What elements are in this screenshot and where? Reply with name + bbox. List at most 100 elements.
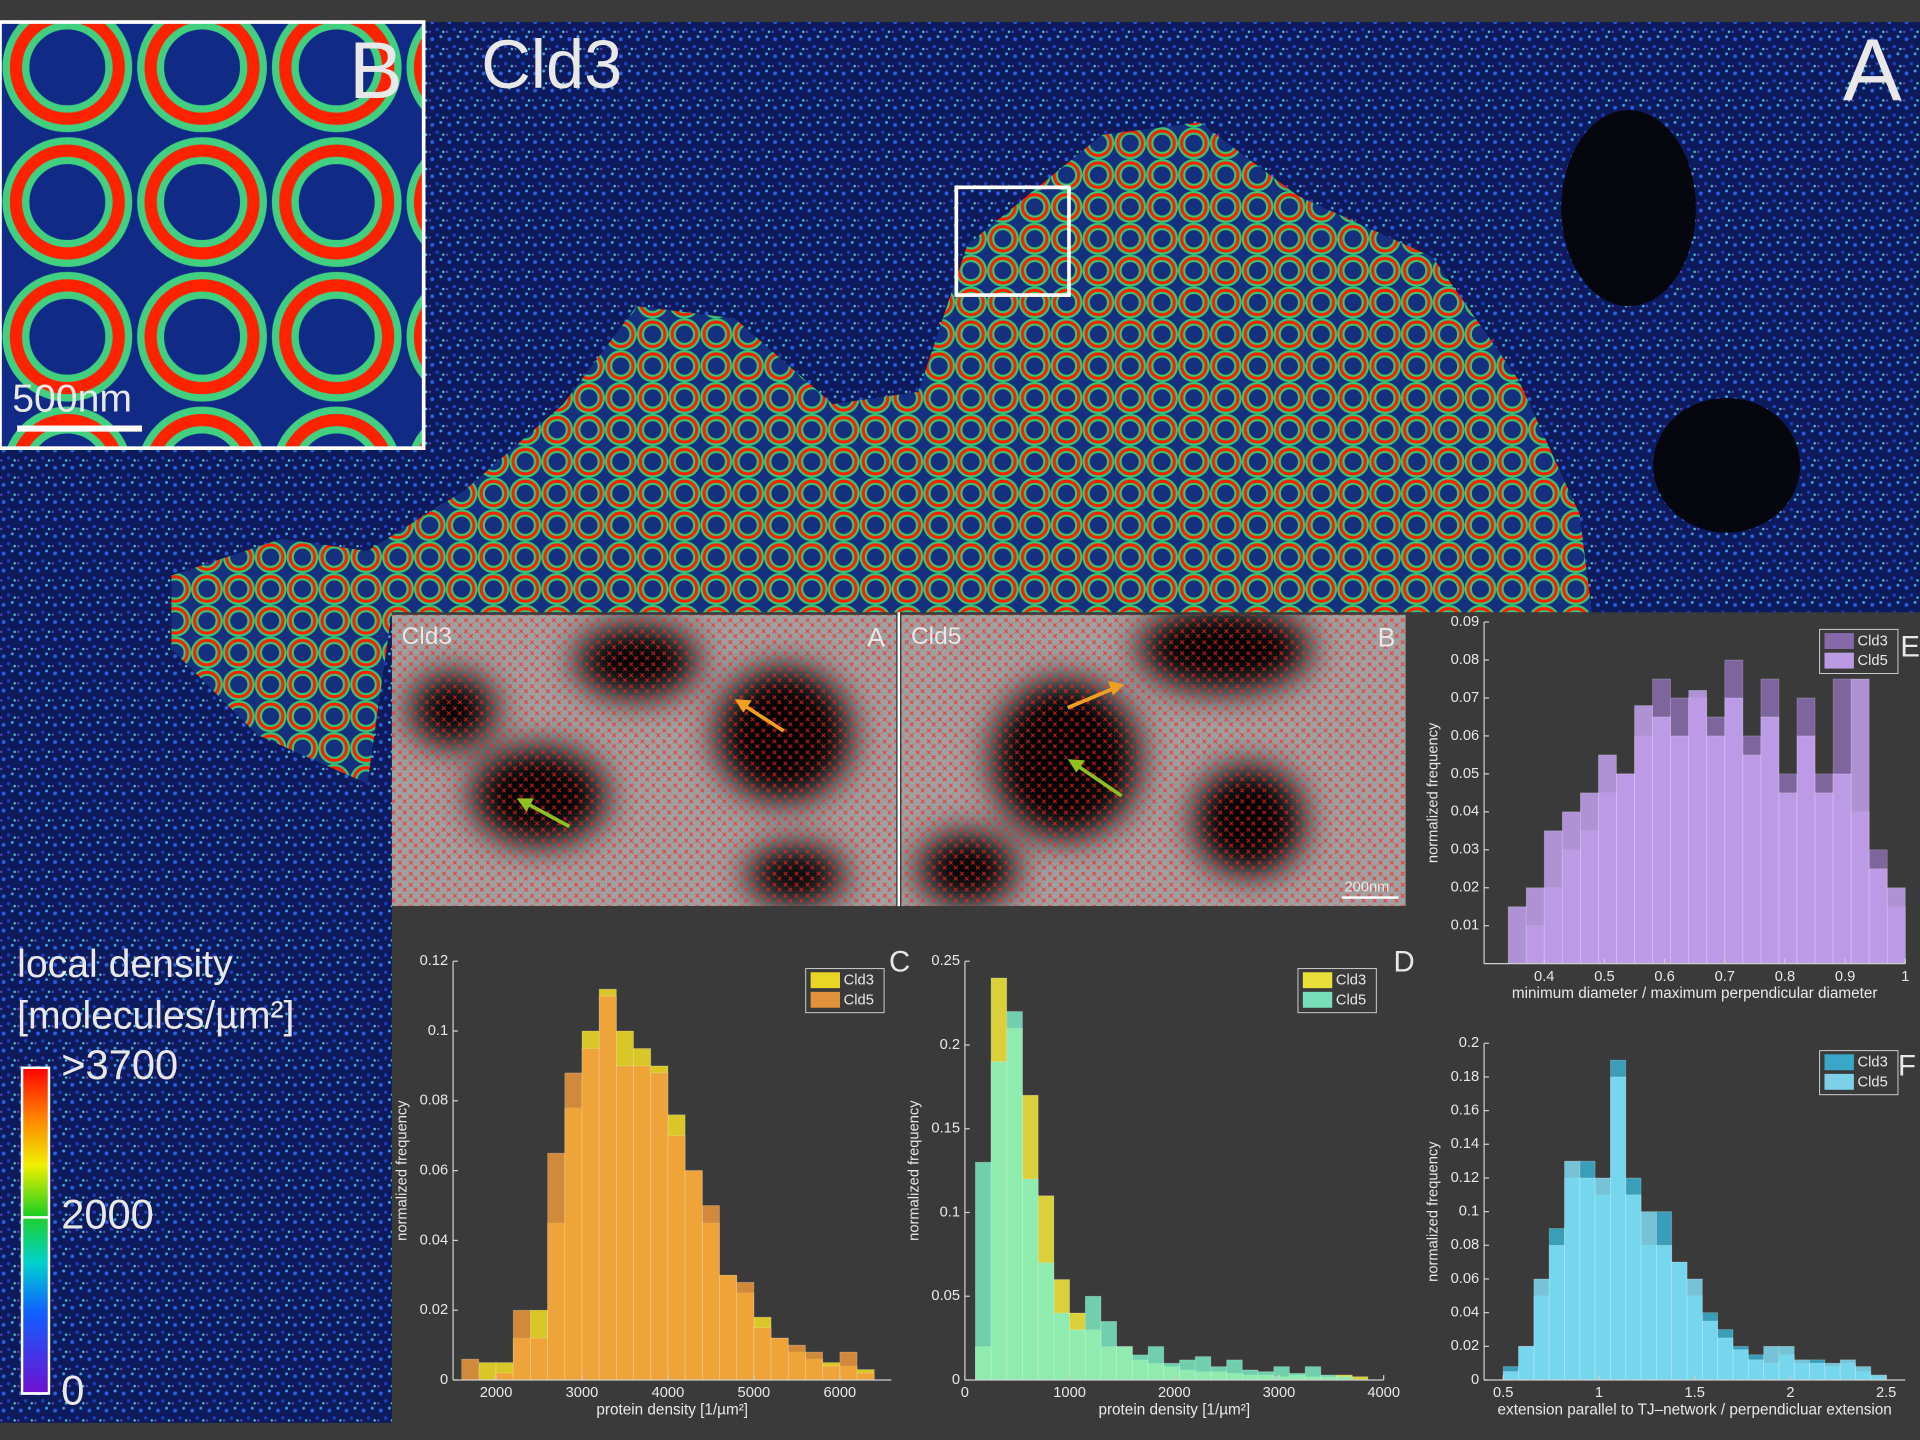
y-tick-label: 0.06 xyxy=(1451,728,1480,744)
y-tick-label: 0.01 xyxy=(1451,918,1480,934)
legend-label: Cld5 xyxy=(1858,653,1888,669)
x-tick-label: 2000 xyxy=(480,1385,513,1401)
panel-label: C xyxy=(889,945,910,978)
bar xyxy=(633,1065,652,1381)
bar xyxy=(1518,1345,1535,1381)
bar xyxy=(1814,792,1834,965)
bar xyxy=(1742,754,1762,965)
y-tick-label: 0.08 xyxy=(420,1093,449,1109)
bar xyxy=(1273,1366,1290,1381)
bar xyxy=(1100,1321,1118,1381)
bar xyxy=(1706,735,1726,965)
bar xyxy=(1564,1160,1581,1381)
x-axis-label: protein density [1/µm²] xyxy=(596,1401,748,1418)
bar xyxy=(1886,887,1906,965)
bar xyxy=(1069,1329,1086,1381)
y-tick-label: 0 xyxy=(440,1372,448,1388)
bar xyxy=(1320,1374,1337,1381)
y-tick-label: 0.04 xyxy=(420,1232,449,1248)
bar xyxy=(1732,1349,1749,1381)
bar xyxy=(1796,735,1816,965)
y-tick-label: 0.08 xyxy=(1451,652,1480,668)
bar xyxy=(1525,887,1545,965)
bar xyxy=(530,1337,548,1381)
bar xyxy=(616,1065,634,1381)
dark-region xyxy=(1653,397,1800,533)
x-tick-label: 0.8 xyxy=(1775,969,1795,985)
bar xyxy=(667,1135,686,1381)
bar xyxy=(1688,689,1708,965)
y-axis-label: normalized frequency xyxy=(1426,722,1442,863)
legend-label: Cld3 xyxy=(1858,634,1888,650)
y-tick-label: 0.02 xyxy=(1451,880,1480,896)
y-tick-label: 0.16 xyxy=(1451,1102,1480,1118)
bar xyxy=(1832,773,1852,965)
bar xyxy=(650,1072,669,1381)
bar xyxy=(1304,1366,1322,1381)
bar xyxy=(1778,1345,1795,1381)
legend-label: Cld3 xyxy=(1336,973,1366,989)
panel-label: E xyxy=(1900,631,1920,664)
bar xyxy=(1686,1278,1703,1381)
legend-label: Cld5 xyxy=(844,992,874,1008)
detail-label: A xyxy=(867,623,885,653)
bar xyxy=(974,1161,992,1381)
bar xyxy=(1147,1346,1165,1381)
bar xyxy=(1533,1278,1550,1381)
bar xyxy=(1717,1337,1734,1381)
x-tick-label: 0.6 xyxy=(1654,969,1674,985)
legend-swatch xyxy=(1824,1073,1854,1090)
y-tick-label: 0.06 xyxy=(420,1162,449,1178)
bar xyxy=(1507,906,1527,965)
y-tick-label: 0.05 xyxy=(931,1288,960,1304)
bar xyxy=(1868,868,1888,965)
x-tick-label: 3000 xyxy=(566,1385,599,1401)
bar xyxy=(1724,697,1744,965)
network xyxy=(171,122,1592,784)
y-tick-label: 0.15 xyxy=(931,1121,960,1137)
legend-swatch xyxy=(810,991,840,1008)
bar xyxy=(1053,1312,1070,1381)
panel-label: A xyxy=(1843,20,1902,119)
x-tick-label: 0.5 xyxy=(1594,969,1614,985)
scale-label: 200nm xyxy=(1344,879,1389,895)
bar xyxy=(564,1072,583,1381)
y-tick-label: 0.25 xyxy=(931,953,960,969)
y-tick-label: 0.18 xyxy=(1451,1069,1480,1085)
x-tick-label: 1 xyxy=(1595,1385,1603,1401)
y-axis-label: normalized frequency xyxy=(395,1100,411,1241)
bar xyxy=(1598,754,1617,965)
y-tick-label: 0.1 xyxy=(428,1023,448,1039)
detail-right xyxy=(901,614,1406,907)
bar xyxy=(1561,811,1581,965)
bar xyxy=(787,1344,806,1381)
y-tick-label: 0.2 xyxy=(1459,1035,1479,1051)
bar xyxy=(1163,1362,1180,1381)
y-tick-label: 0.1 xyxy=(940,1204,960,1220)
panel-label: F xyxy=(1898,1050,1916,1083)
arrows xyxy=(516,680,1125,829)
detail-label: B xyxy=(1378,623,1396,653)
bar xyxy=(1179,1359,1196,1381)
y-tick-label: 0 xyxy=(952,1372,960,1388)
bar xyxy=(1610,1076,1627,1381)
x-tick-label: 0.4 xyxy=(1534,969,1554,985)
bar xyxy=(1289,1372,1306,1381)
inset xyxy=(0,20,426,450)
bar xyxy=(1226,1359,1243,1381)
bar xyxy=(1793,1359,1810,1381)
bar xyxy=(581,1048,600,1381)
legend-swatch xyxy=(1824,652,1854,669)
panel-label: B xyxy=(349,26,403,116)
x-tick-label: 1000 xyxy=(1053,1385,1086,1401)
legend-swatch xyxy=(1302,972,1333,989)
bar xyxy=(719,1274,738,1381)
colorbar-tick-label: 0 xyxy=(61,1366,84,1413)
bar xyxy=(1548,1244,1565,1381)
bar xyxy=(1763,1345,1780,1381)
bar xyxy=(1579,792,1599,965)
bar xyxy=(1084,1295,1102,1381)
colorbar-tick-label: 2000 xyxy=(61,1190,154,1237)
